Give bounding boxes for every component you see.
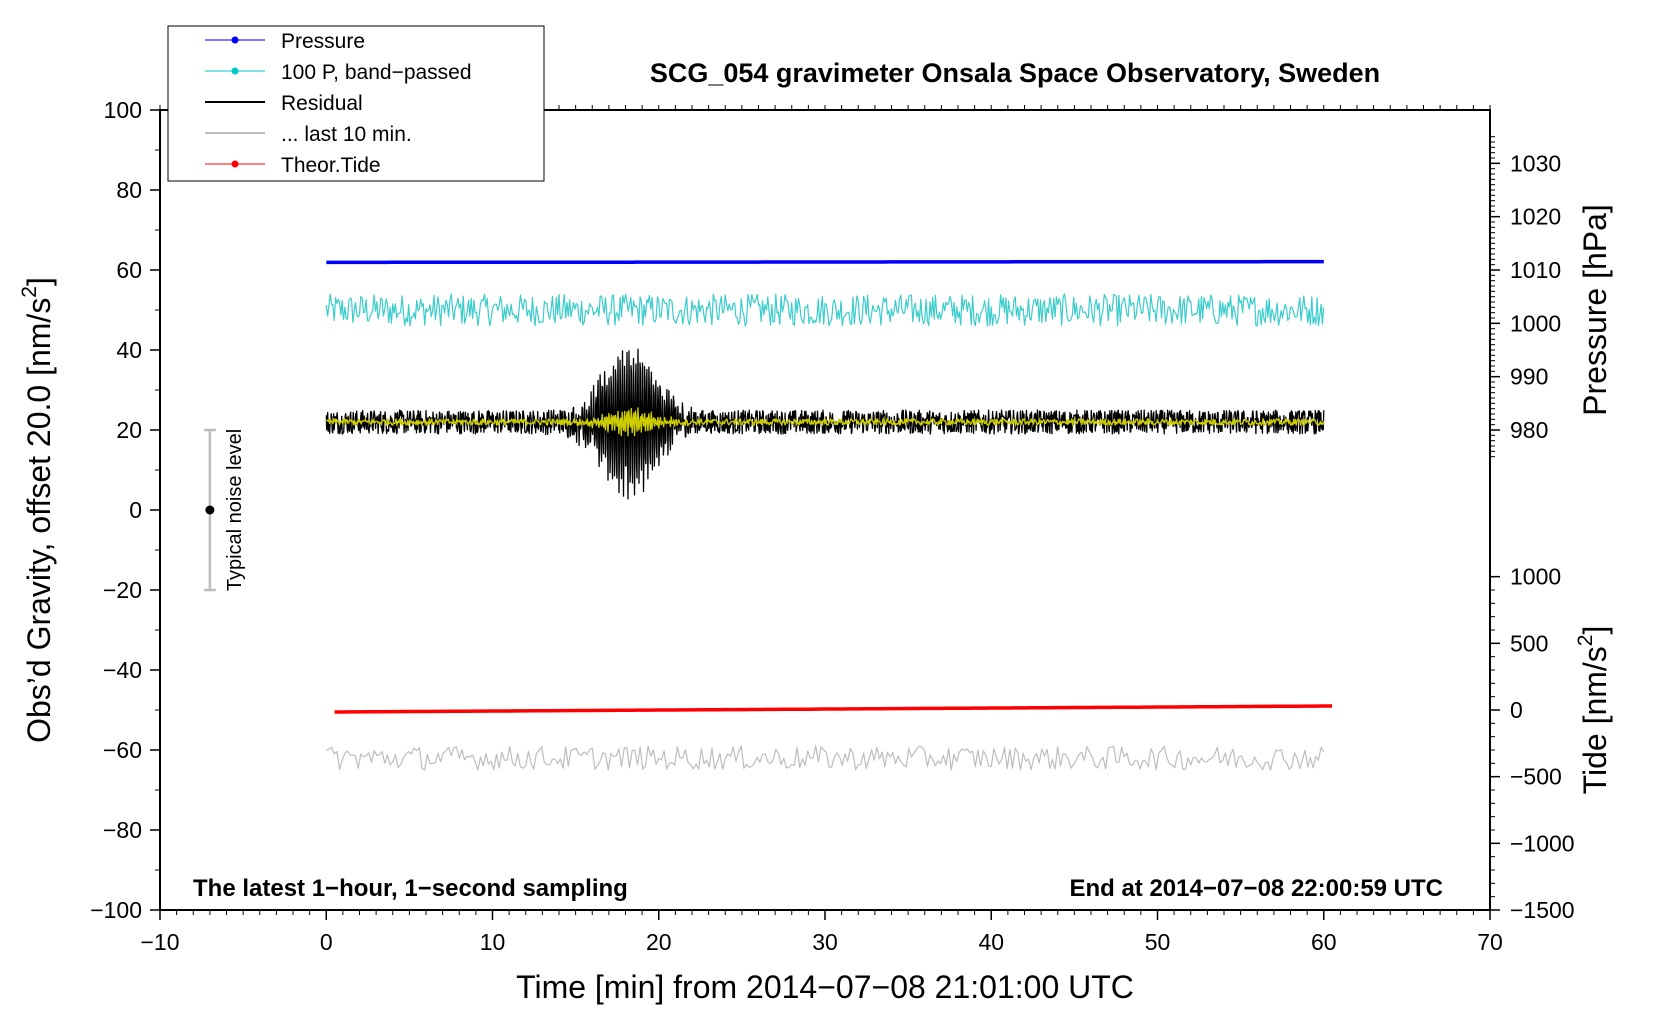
- chart-title: SCG_054 gravimeter Onsala Space Observat…: [650, 58, 1380, 88]
- x-tick-label: 30: [812, 929, 838, 955]
- tide-tick-label: 1000: [1510, 564, 1561, 590]
- x-tick-label: 60: [1311, 929, 1337, 955]
- legend-entry-pressure: Pressure: [205, 30, 365, 53]
- y-tick-label: 0: [129, 497, 142, 523]
- pressure-tick-label: 980: [1510, 417, 1548, 443]
- legend-label-residual: Residual: [281, 92, 363, 115]
- y-axis-pressure-title: Pressure [hPa]: [1577, 204, 1613, 416]
- x-tick-label: 20: [646, 929, 672, 955]
- x-tick-label: 50: [1145, 929, 1171, 955]
- y-axis-tide-title-main: Tide [nm/s: [1577, 646, 1613, 794]
- y-axis-pressure: 1030 1020 1010 1000 990 980: [1490, 136, 1561, 458]
- noise-bar-point: [205, 505, 215, 515]
- tide-tick-label: −1000: [1510, 830, 1575, 856]
- y-tick-label: 60: [116, 257, 142, 283]
- y-axis-left-title-main: Obs’d Gravity, offset 20.0 [nm/s: [21, 298, 57, 743]
- x-tick-label: 0: [320, 929, 333, 955]
- x-axis-title: Time [min] from 2014−07−08 21:01:00 UTC: [516, 969, 1134, 1005]
- legend-entry-theor-tide: Theor.Tide: [205, 154, 381, 177]
- y-tick-label: −20: [103, 577, 142, 603]
- y-tick-label: 20: [116, 417, 142, 443]
- noise-bar-label: Typical noise level: [224, 429, 246, 591]
- legend-marker-theor-tide: [231, 160, 239, 168]
- legend: Pressure 100 P, band−passed Residual ...…: [167, 25, 545, 182]
- y-tick-label: −60: [103, 737, 142, 763]
- pressure-tick-label: 1000: [1510, 310, 1561, 336]
- pressure-tick-label: 1010: [1510, 257, 1561, 283]
- y-tick-label: 100: [104, 97, 142, 123]
- series-line: [325, 407, 1325, 437]
- x-tick-label: 10: [480, 929, 506, 955]
- y-axis-tide: 1000 500 0 −500 −1000 −1500: [1490, 564, 1575, 923]
- x-tick-label: 70: [1477, 929, 1503, 955]
- pressure-tick-label: 1020: [1510, 204, 1561, 230]
- legend-entry-residual: Residual: [205, 92, 363, 115]
- legend-label-pressure: Pressure: [281, 30, 365, 53]
- series-lines: [325, 259, 1333, 771]
- series-line: [325, 293, 1325, 327]
- legend-entry-band-passed: 100 P, band−passed: [205, 61, 472, 84]
- series-line: [325, 348, 1325, 500]
- annotation-end-time: End at 2014−07−08 22:00:59 UTC: [1069, 875, 1443, 902]
- y-axis-tide-title: Tide [nm/s2]: [1574, 626, 1613, 795]
- tide-tick-label: −500: [1510, 764, 1562, 790]
- series-line: [334, 704, 1333, 714]
- legend-label-band-passed: 100 P, band−passed: [281, 61, 472, 84]
- legend-entry-last-10-min: ... last 10 min.: [205, 123, 412, 146]
- pressure-tick-label: 1030: [1510, 150, 1561, 176]
- legend-box: [167, 25, 545, 182]
- annotation-sampling: The latest 1−hour, 1−second sampling: [193, 875, 628, 902]
- pressure-tick-label: 990: [1510, 364, 1548, 390]
- y-axis-left: 100 80 60 40 20 0 −20 −40 −60 −80 −100: [90, 97, 160, 923]
- y-axis-tide-title-end: ]: [1577, 626, 1613, 635]
- x-tick-label: 40: [978, 929, 1004, 955]
- plot-frame: [159, 109, 1491, 911]
- legend-label-last-10-min: ... last 10 min.: [281, 123, 412, 146]
- x-tick-label: −10: [140, 929, 179, 955]
- tide-tick-label: 0: [1510, 697, 1523, 723]
- y-axis-left-title-sup: 2: [18, 286, 41, 298]
- y-tick-label: −100: [90, 897, 142, 923]
- tide-tick-label: −1500: [1510, 897, 1575, 923]
- series-line: [326, 745, 1325, 771]
- noise-bar: Typical noise level: [203, 428, 246, 592]
- y-axis-left-title-end: ]: [21, 277, 57, 286]
- legend-label-theor-tide: Theor.Tide: [281, 154, 381, 177]
- x-axis: −10 0 10 20 30 40 50 60 70: [140, 105, 1503, 955]
- y-tick-label: −40: [103, 657, 142, 683]
- y-axis-tide-title-sup: 2: [1574, 635, 1597, 647]
- legend-marker-pressure: [231, 36, 239, 44]
- y-tick-label: 40: [116, 337, 142, 363]
- tide-tick-label: 500: [1510, 630, 1548, 656]
- legend-marker-band-passed: [231, 67, 239, 75]
- y-axis-left-title: Obs’d Gravity, offset 20.0 [nm/s2]: [18, 277, 57, 743]
- series-line: [326, 259, 1324, 265]
- y-tick-label: 80: [116, 177, 142, 203]
- y-tick-label: −80: [103, 817, 142, 843]
